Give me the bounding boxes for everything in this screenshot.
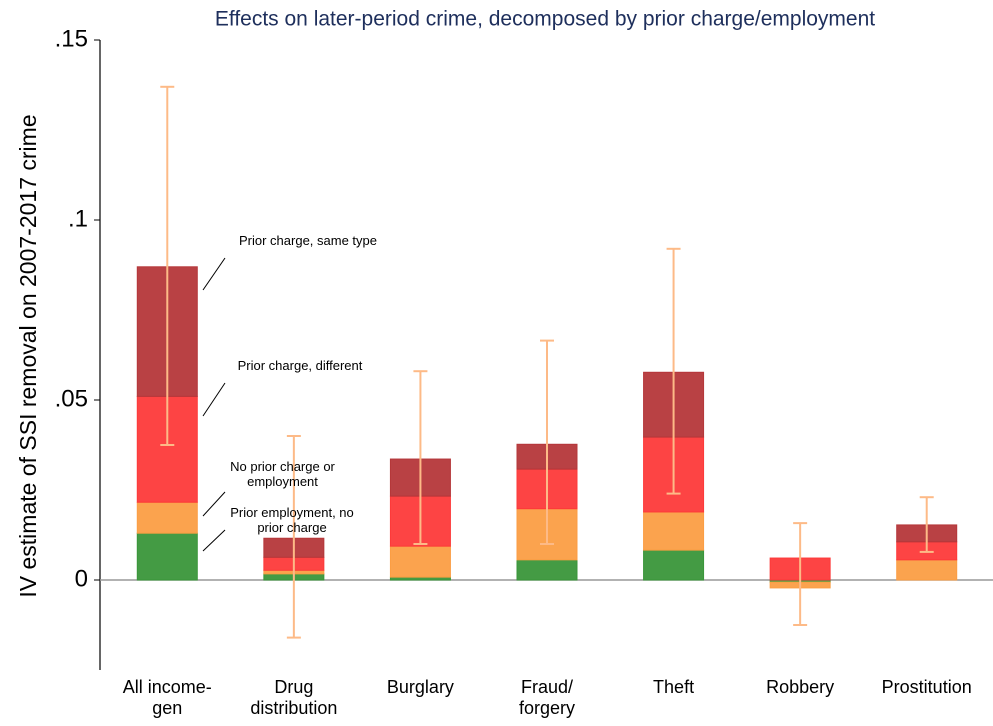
x-tick-label: Theft xyxy=(653,677,695,697)
series-annotation: No prior charge or employment xyxy=(230,459,335,489)
error-bar xyxy=(919,496,934,553)
series-annotation: Prior employment, no prior charge xyxy=(230,505,354,535)
series-annotation: Prior charge, different xyxy=(237,358,363,373)
x-tick-label: Robbery xyxy=(766,677,835,697)
bar-segment xyxy=(643,511,705,551)
annotation-connector xyxy=(202,382,226,417)
y-axis-label: IV estimate of SSI removal on 2007-2017 … xyxy=(15,114,41,597)
x-tick-label: Burglary xyxy=(386,677,454,697)
x-tick-label: All income-gen xyxy=(122,677,212,718)
bar-segment xyxy=(136,501,198,534)
bar-segment xyxy=(136,532,198,581)
x-tick-label: Drug distribution xyxy=(250,677,338,718)
x-tick-label: Fraud/ forgery xyxy=(518,677,576,718)
annotation-connector xyxy=(202,491,226,517)
y-tick-label: .05 xyxy=(55,385,88,412)
error-bar xyxy=(413,370,428,545)
y-tick-label: 0 xyxy=(75,565,88,592)
chart-title: Effects on later-period crime, decompose… xyxy=(215,8,875,31)
x-tick-label: Prostitution xyxy=(881,677,972,697)
bar-segment xyxy=(896,559,958,581)
error-bar xyxy=(286,435,301,639)
annotation-connector xyxy=(202,529,226,552)
bar-segment xyxy=(643,549,705,581)
y-tick-label: .1 xyxy=(68,205,88,232)
annotation-connector xyxy=(202,257,226,291)
bar-segment xyxy=(389,545,451,578)
error-bar xyxy=(160,85,175,446)
error-bar xyxy=(666,247,681,495)
error-bar xyxy=(540,339,554,545)
bar-segment xyxy=(516,559,578,581)
error-bar xyxy=(793,522,808,626)
series-annotation: Prior charge, same type xyxy=(238,233,377,248)
y-tick-label: .15 xyxy=(55,25,88,52)
